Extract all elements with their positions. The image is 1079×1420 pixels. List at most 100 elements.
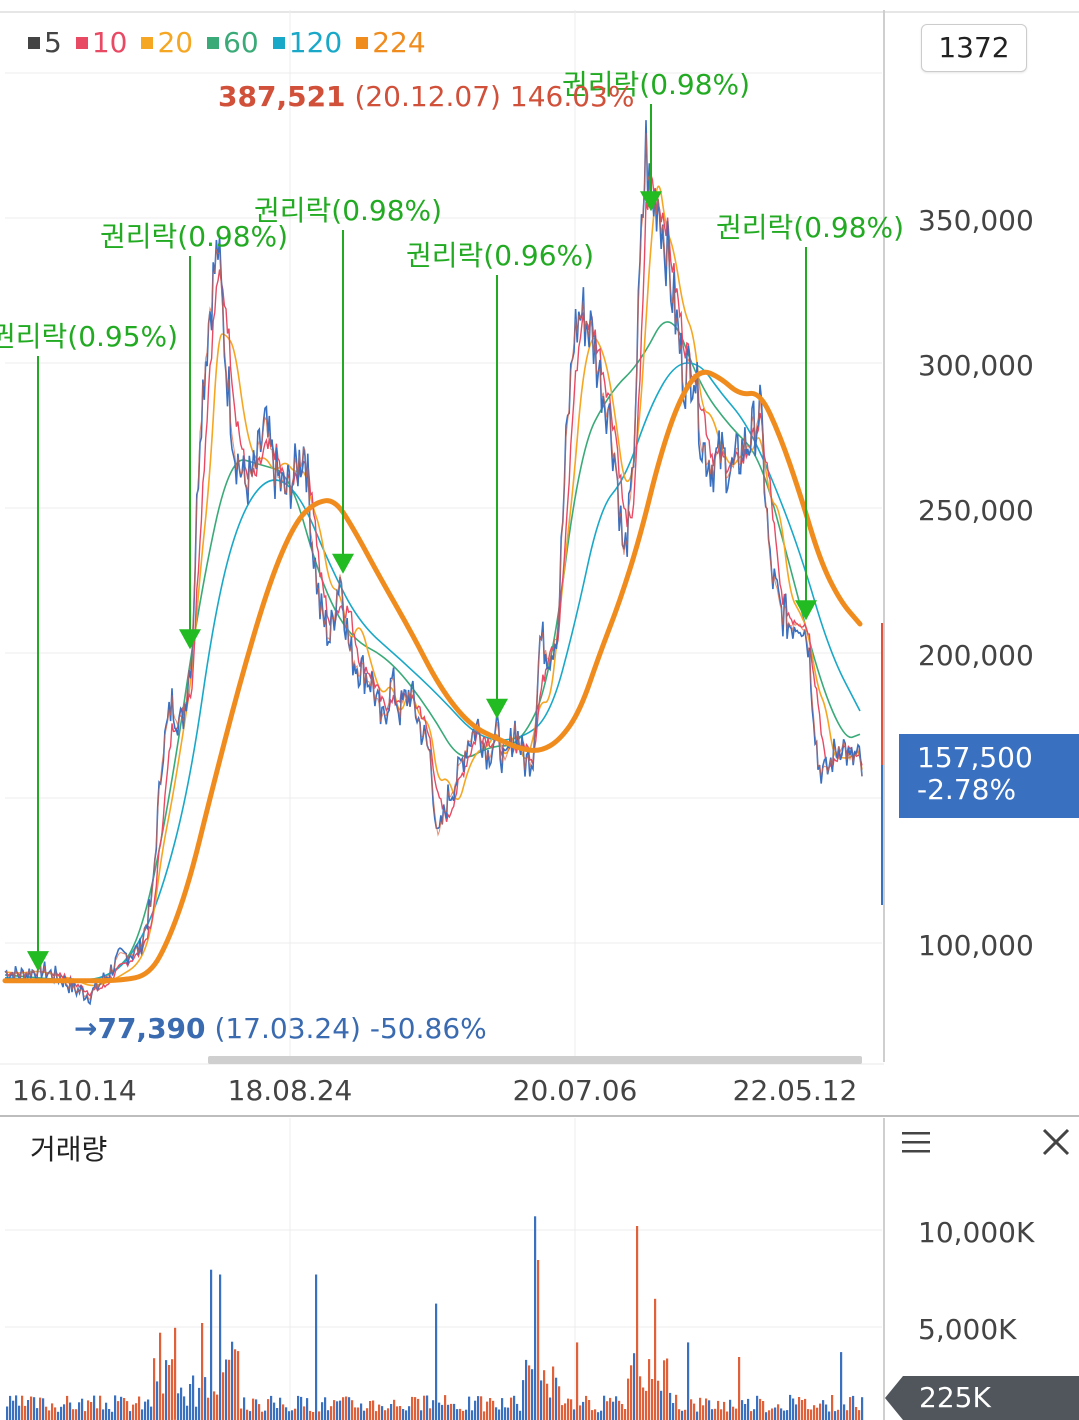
volume-bar	[819, 1403, 822, 1420]
volume-bar	[624, 1409, 627, 1420]
volume-bar	[753, 1409, 756, 1420]
volume-tick-label: 5,000K	[918, 1313, 1017, 1346]
volume-bar	[345, 1396, 348, 1420]
legend-item-ma120[interactable]: 120	[272, 26, 342, 59]
ma10-line	[4, 173, 863, 997]
volume-bar	[462, 1410, 465, 1420]
volume-bar	[297, 1395, 300, 1420]
volume-bar	[711, 1409, 714, 1420]
ma60-line	[4, 321, 861, 981]
volume-bar	[384, 1410, 387, 1420]
volume-bar	[507, 1407, 510, 1420]
legend-item-ma60[interactable]: 60	[207, 26, 259, 59]
current-price-tag: 157,500 -2.78%	[899, 734, 1079, 818]
y-tick-label: 300,000	[918, 349, 1034, 382]
volume-bar	[687, 1342, 690, 1420]
volume-bar	[222, 1372, 225, 1420]
volume-bar	[24, 1405, 27, 1420]
volume-bar	[579, 1405, 582, 1420]
legend-item-ma5[interactable]: 5	[28, 26, 62, 59]
ma-legend: 5 10 20 60 120 224	[28, 26, 426, 59]
volume-bar	[396, 1406, 399, 1420]
volume-bar	[87, 1400, 90, 1420]
volume-bar	[636, 1226, 639, 1420]
volume-bar	[576, 1342, 579, 1420]
volume-bar	[663, 1360, 666, 1420]
volume-bar	[27, 1400, 30, 1420]
volume-bar	[255, 1399, 258, 1420]
volume-bar	[594, 1409, 597, 1420]
volume-bar	[789, 1394, 792, 1420]
volume-bar	[105, 1402, 108, 1420]
legend-item-ma10[interactable]: 10	[75, 26, 127, 59]
volume-bar	[174, 1327, 177, 1420]
min-price-annotation: →77,390 (17.03.24) -50.86%	[74, 1012, 487, 1045]
max-value: 387,521	[218, 80, 346, 113]
volume-bar	[408, 1406, 411, 1420]
volume-bar	[633, 1353, 636, 1420]
close-icon[interactable]	[1038, 1124, 1074, 1160]
volume-bar	[690, 1399, 693, 1420]
volume-bar	[723, 1401, 726, 1420]
volume-bar	[39, 1397, 42, 1420]
legend-swatch	[141, 36, 154, 49]
volume-bar	[243, 1397, 246, 1420]
volume-bar	[504, 1407, 507, 1420]
volume-bar	[342, 1397, 345, 1420]
volume-bar	[18, 1405, 21, 1420]
legend-item-ma20[interactable]: 20	[141, 26, 193, 59]
volume-bar	[366, 1408, 369, 1420]
current-price: 157,500	[917, 741, 1033, 774]
legend-swatch	[356, 36, 369, 49]
volume-bar	[477, 1396, 480, 1420]
volume-bar	[453, 1403, 456, 1420]
volume-bar	[669, 1392, 672, 1420]
volume-bar	[570, 1399, 573, 1420]
volume-bar	[513, 1395, 516, 1420]
volume-bar	[714, 1408, 717, 1420]
volume-title: 거래량	[30, 1133, 108, 1166]
y-tick-label: 250,000	[918, 494, 1034, 527]
volume-bar	[390, 1404, 393, 1420]
ma120-line	[4, 362, 861, 982]
volume-bar	[660, 1390, 663, 1420]
legend-item-ma224[interactable]: 224	[356, 26, 426, 59]
volume-bar	[129, 1411, 132, 1420]
volume-bar	[189, 1384, 192, 1420]
volume-bar	[303, 1406, 306, 1420]
volume-bar	[543, 1370, 546, 1420]
volume-bar	[852, 1395, 855, 1420]
volume-bar	[336, 1401, 339, 1420]
volume-bar	[141, 1409, 144, 1420]
volume-bar	[318, 1411, 321, 1420]
volume-bar	[603, 1395, 606, 1420]
volume-bar	[672, 1403, 675, 1420]
volume-bar	[642, 1387, 645, 1420]
volume-bar	[582, 1401, 585, 1420]
volume-bar	[678, 1409, 681, 1420]
period-button[interactable]: 1372	[921, 24, 1027, 72]
ex-rights-label: 권리락(0.98%)	[562, 68, 750, 101]
volume-bar	[168, 1365, 171, 1420]
menu-icon[interactable]	[898, 1124, 934, 1160]
volume-bar	[267, 1399, 270, 1420]
volume-bar	[426, 1395, 429, 1420]
volume-bar	[33, 1397, 36, 1420]
volume-bar	[246, 1409, 249, 1420]
volume-bar	[30, 1396, 33, 1420]
volume-bar	[681, 1410, 684, 1420]
chart-scrollbar[interactable]	[208, 1056, 862, 1064]
volume-bar	[369, 1401, 372, 1420]
volume-bar	[279, 1397, 282, 1420]
volume-bar	[744, 1404, 747, 1420]
ma5-line	[4, 132, 863, 1001]
x-tick-label: 16.10.14	[12, 1074, 137, 1107]
volume-bar	[420, 1410, 423, 1420]
volume-bar	[474, 1400, 477, 1420]
volume-bar	[402, 1409, 405, 1420]
volume-bar	[312, 1412, 315, 1420]
volume-bar	[618, 1400, 621, 1420]
volume-bar	[201, 1323, 204, 1420]
volume-bar	[834, 1411, 837, 1420]
